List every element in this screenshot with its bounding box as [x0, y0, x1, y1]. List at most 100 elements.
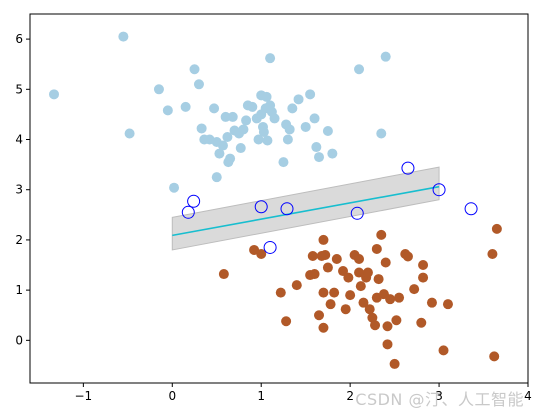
y-tick-label: 5	[15, 82, 23, 96]
y-tick-label: 2	[15, 233, 23, 247]
y-tick-label: 0	[15, 333, 23, 347]
data-point-class-1	[218, 269, 229, 280]
data-point-class-0	[193, 79, 204, 90]
data-point-class-1	[380, 257, 391, 268]
data-point-class-1	[416, 317, 427, 328]
data-point-class-0	[118, 31, 129, 42]
y-tick-label: 4	[15, 133, 23, 147]
data-point-class-0	[278, 157, 289, 168]
data-point-class-0	[261, 91, 272, 102]
data-point-class-0	[225, 153, 236, 164]
data-point-class-0	[305, 89, 316, 100]
data-point-class-1	[491, 223, 502, 234]
x-tick-label: 1	[257, 389, 265, 403]
data-point-class-1	[325, 299, 336, 310]
data-point-class-0	[327, 148, 338, 159]
data-point-class-0	[153, 84, 164, 95]
data-point-class-1	[389, 358, 400, 369]
data-point-class-0	[189, 64, 200, 75]
data-point-class-1	[487, 248, 498, 259]
support-vector-marker	[432, 183, 446, 197]
plot-area	[49, 31, 502, 369]
support-vector-marker	[350, 206, 364, 220]
y-tick-label: 3	[15, 183, 23, 197]
data-point-class-1	[340, 304, 351, 315]
data-point-class-1	[371, 243, 382, 254]
support-vector-marker	[187, 194, 201, 208]
data-point-class-0	[124, 128, 135, 139]
support-vector-marker	[401, 161, 415, 175]
decision-line	[172, 185, 440, 237]
data-point-class-0	[253, 134, 264, 145]
data-point-class-0	[222, 132, 233, 142]
data-point-class-1	[367, 312, 378, 323]
support-vector-marker	[280, 202, 294, 216]
x-tick-label: 2	[346, 389, 354, 403]
data-point-class-1	[316, 250, 327, 261]
data-point-class-0	[196, 123, 207, 134]
data-point-class-1	[394, 292, 405, 303]
data-point-class-0	[209, 103, 220, 114]
data-point-class-0	[235, 143, 246, 154]
data-point-class-1	[318, 287, 329, 298]
margin-band	[171, 166, 440, 251]
data-point-class-1	[426, 297, 437, 308]
y-tick-label: 6	[15, 32, 23, 46]
data-point-class-0	[293, 94, 304, 105]
data-point-class-1	[370, 320, 381, 331]
y-tick-label: 1	[15, 283, 23, 297]
data-point-class-1	[418, 260, 429, 271]
data-point-class-1	[314, 310, 325, 321]
data-point-class-0	[380, 51, 391, 62]
data-point-class-0	[314, 152, 325, 163]
data-point-class-0	[269, 113, 280, 124]
data-point-class-0	[49, 89, 60, 100]
data-point-class-1	[345, 290, 356, 301]
data-point-class-0	[282, 134, 293, 145]
watermark-text: CSDN @汀、人工智能	[355, 390, 524, 409]
data-point-class-0	[247, 101, 258, 112]
data-point-class-1	[438, 345, 449, 356]
data-point-class-1	[442, 299, 453, 310]
axis-ticks: −1 0 1 2 3 4 0 1 2 3 4 5 6	[15, 32, 531, 403]
data-point-class-1	[382, 321, 393, 332]
data-point-class-0	[262, 135, 273, 146]
data-point-class-0	[220, 111, 231, 122]
data-point-class-1	[376, 229, 387, 240]
x-tick-label: 4	[524, 389, 532, 403]
support-vector-marker	[464, 202, 478, 216]
data-point-class-0	[376, 128, 387, 139]
data-point-class-1	[256, 248, 267, 259]
data-point-class-0	[180, 101, 191, 112]
data-point-class-0	[287, 103, 298, 114]
support-vector-marker	[263, 240, 277, 254]
data-point-class-1	[343, 272, 354, 283]
data-point-class-0	[211, 172, 222, 183]
data-point-class-1	[364, 304, 375, 315]
support-vector-marker	[181, 205, 195, 219]
data-point-class-1	[322, 262, 333, 273]
data-point-class-1	[309, 269, 320, 280]
data-point-class-0	[258, 126, 269, 137]
data-point-class-1	[355, 281, 366, 292]
data-point-class-1	[318, 234, 329, 245]
data-point-class-0	[214, 148, 225, 159]
data-point-class-1	[318, 322, 329, 333]
data-point-class-1	[307, 250, 318, 261]
data-point-class-0	[238, 124, 249, 135]
data-point-class-0	[227, 111, 238, 122]
data-point-class-0	[300, 121, 311, 132]
data-point-class-0	[322, 125, 333, 136]
data-point-class-0	[162, 105, 173, 116]
data-point-class-1	[489, 351, 500, 362]
x-tick-label: −1	[75, 389, 93, 403]
data-point-class-1	[291, 280, 302, 291]
data-point-class-0	[309, 113, 320, 124]
data-point-class-1	[385, 294, 396, 305]
data-point-class-0	[354, 64, 365, 75]
data-point-class-1	[373, 274, 384, 285]
data-point-class-1	[329, 287, 340, 298]
data-point-class-0	[241, 115, 252, 126]
data-point-class-1	[354, 253, 365, 264]
